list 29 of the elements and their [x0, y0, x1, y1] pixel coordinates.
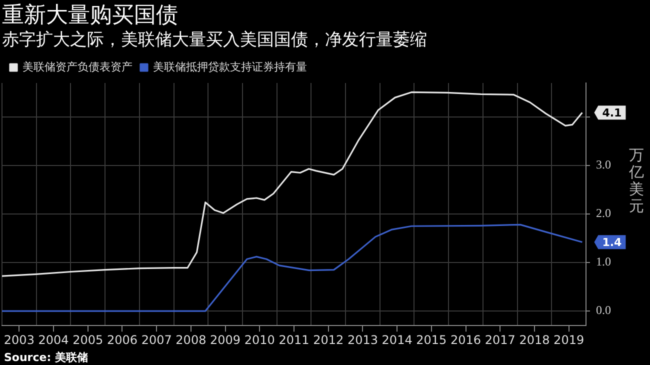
- x-tick-label: 2007: [141, 332, 172, 347]
- x-tick-label: 2005: [72, 332, 104, 347]
- chart-title: 重新大量购买国债: [2, 2, 178, 28]
- x-tick-label: 2019: [554, 332, 584, 347]
- x-tick-label: 2011: [278, 332, 310, 347]
- annotation: 1.4: [602, 236, 622, 250]
- x-tick-label: 2013: [347, 332, 378, 347]
- chart-subtitle: 赤字扩大之际，美联储大量买入美国国债，净发行量萎缩: [2, 30, 427, 50]
- x-tick-label: 2004: [38, 332, 69, 347]
- x-tick-label: 2016: [450, 332, 482, 347]
- source-note: Source: 美联储: [4, 350, 88, 365]
- x-tick-label: 2008: [176, 332, 206, 347]
- x-tick-label: 2017: [484, 332, 516, 347]
- annotation: 4.1: [602, 106, 622, 120]
- x-tick-label: 2018: [519, 332, 550, 347]
- x-tick-label: 2010: [244, 332, 275, 347]
- y-tick-label: 3.0: [596, 158, 611, 172]
- y-tick-label: 2.0: [596, 206, 611, 220]
- x-tick-label: 2014: [382, 332, 412, 347]
- x-tick-label: 2009: [210, 332, 241, 347]
- x-tick-label: 2015: [416, 332, 447, 347]
- y-axis-title: 万亿美元: [628, 148, 645, 216]
- x-tick-label: 2003: [4, 332, 34, 347]
- legend-label: 美联储抵押贷款支持证券持有量: [153, 60, 307, 74]
- x-tick-label: 2006: [106, 332, 138, 347]
- x-tick-label: 2012: [313, 332, 344, 347]
- y-tick-label: 1.0: [596, 254, 611, 269]
- legend-label: 美联储资产负债表资产: [22, 60, 132, 74]
- y-tick-label: 0.0: [596, 303, 611, 318]
